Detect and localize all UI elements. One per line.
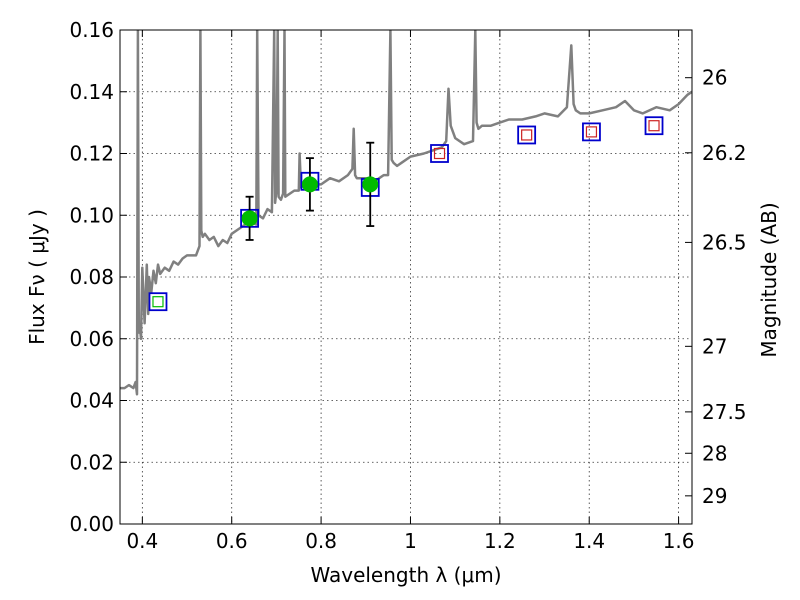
y2-axis-label: Magnitude (AB) (757, 202, 781, 357)
y2-tick-label: 29 (702, 484, 727, 508)
x-tick-label: 0.6 (216, 529, 248, 553)
detection-point (301, 176, 318, 193)
y2-tick-label: 28 (702, 441, 727, 465)
upper-limit-marker (152, 296, 164, 308)
y2-tick-label: 26 (702, 66, 727, 90)
y-tick-label: 0.06 (69, 327, 114, 351)
y-tick-label: 0.12 (69, 142, 114, 166)
model-box-marker (148, 292, 168, 312)
grid-lines (120, 30, 692, 524)
upper-limit-marker (521, 129, 533, 141)
y-tick-label: 0.08 (69, 265, 114, 289)
x-tick-label: 1.4 (573, 529, 605, 553)
y-axis-label: Flux Fν ( μJy ) (25, 209, 49, 345)
upper-limit-marker (648, 120, 660, 132)
model-box-marker (644, 116, 664, 136)
y2-tick-label: 27.5 (702, 400, 747, 424)
y2-tick-label: 27 (702, 334, 727, 358)
y-tick-label: 0.16 (69, 18, 114, 42)
y-tick-label: 0.00 (69, 512, 114, 536)
y2-tick-label: 26.2 (702, 141, 747, 165)
model-spectrum (120, 30, 692, 396)
photometry-points (152, 120, 660, 308)
upper-limit-marker (585, 126, 598, 138)
x-tick-label: 1.6 (663, 529, 695, 553)
y-tick-label: 0.10 (69, 203, 114, 227)
spectrum-line (120, 30, 692, 396)
y-axis-label-text: Flux Fν ( μJy ) (25, 209, 49, 345)
model-box-marker (430, 144, 449, 163)
y2-axis-label-text: Magnitude (AB) (757, 202, 781, 357)
x-tick-label: 0.4 (126, 529, 158, 553)
y-tick-label: 0.04 (69, 389, 114, 413)
x-tick-label: 1.2 (484, 529, 516, 553)
x-tick-label: 1 (404, 529, 417, 553)
y-tick-label: 0.02 (69, 450, 114, 474)
model-box-marker (517, 125, 537, 145)
y-tick-label: 0.14 (69, 80, 114, 104)
axis-ticks: 0.4 0.6 0.8 1 1.2 1.4 1.6 0.00 0.02 0.04 0.06 0.08 0… (69, 18, 746, 553)
detection-point (241, 210, 258, 227)
model-box-marker (582, 122, 601, 142)
x-tick-label: 0.8 (305, 529, 337, 553)
x-axis-label: Wavelength λ (μm) (310, 563, 501, 587)
detection-point (362, 176, 379, 193)
y2-tick-label: 26.5 (702, 230, 747, 254)
upper-limit-marker (433, 147, 446, 160)
